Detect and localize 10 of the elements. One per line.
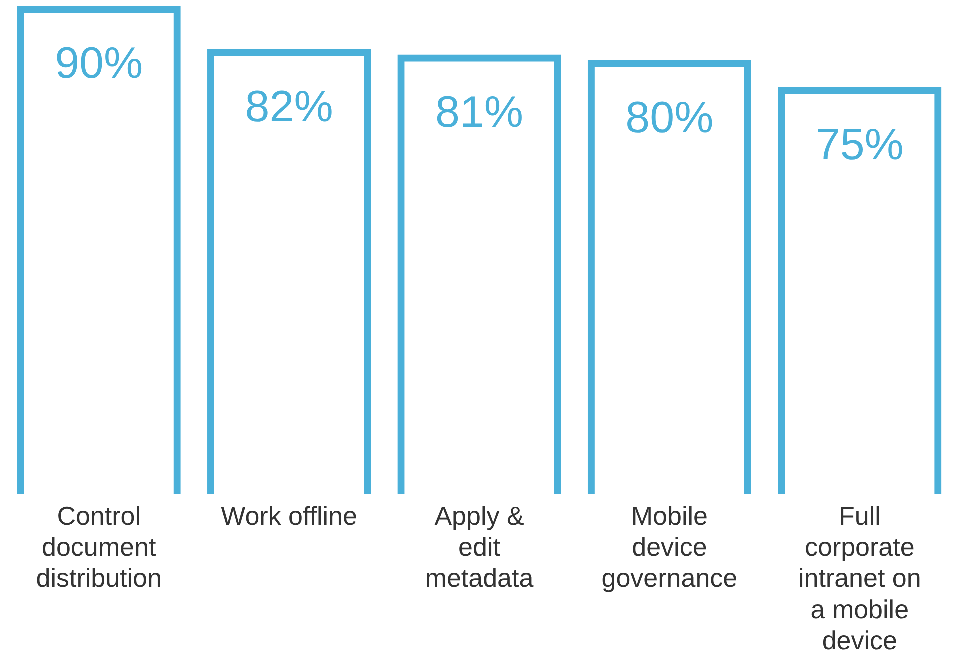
- x-tick-label: Work offline: [221, 500, 358, 531]
- data-label: 82%: [245, 82, 334, 132]
- data-label: 75%: [816, 120, 904, 170]
- x-tick-label: Control document distribution: [36, 500, 162, 594]
- x-tick-label: Apply & edit metadata: [425, 500, 534, 594]
- data-label: 80%: [626, 93, 714, 142]
- x-tick-label: Full corporate intranet on a mobile device: [798, 500, 922, 656]
- data-label: 90%: [55, 39, 144, 88]
- data-label: 81%: [435, 88, 524, 137]
- x-tick-label: Mobile device governance: [602, 500, 738, 594]
